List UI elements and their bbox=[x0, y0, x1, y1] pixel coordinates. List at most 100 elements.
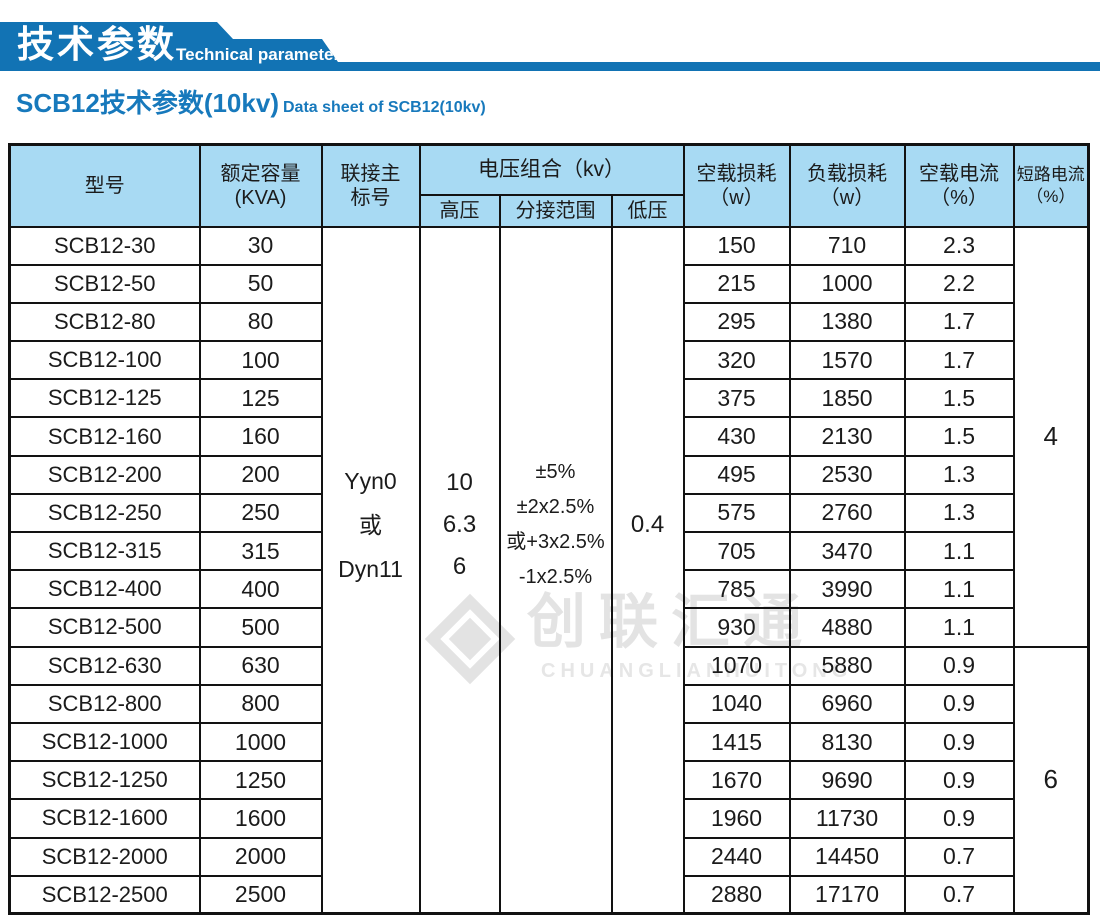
table-row: SCB12-160 160 430 2130 1.5 bbox=[8, 416, 1089, 457]
col-header-capacity: 额定容量 (KVA) bbox=[198, 143, 323, 228]
col-header-short-circuit-current: 短路电流 （%） bbox=[1012, 143, 1090, 228]
table-row: SCB12-500 500 930 4880 1.1 bbox=[8, 607, 1089, 648]
capacity-cell: 2000 bbox=[198, 836, 323, 877]
no-load-current-cell: 1.3 bbox=[903, 492, 1015, 534]
model-cell: SCB12-500 bbox=[8, 607, 201, 648]
no-load-loss-cell: 295 bbox=[682, 301, 791, 343]
load-loss-cell: 710 bbox=[788, 225, 906, 266]
model-cell: SCB12-250 bbox=[8, 492, 201, 534]
col-header-hv-label: 高压 bbox=[439, 199, 480, 222]
col-header-load-loss-line2: （w） bbox=[819, 186, 875, 209]
connection-line: 或 bbox=[359, 511, 382, 538]
capacity-cell: 100 bbox=[198, 340, 323, 381]
load-loss-cell: 1850 bbox=[788, 378, 906, 419]
model-cell: SCB12-125 bbox=[8, 378, 201, 419]
no-load-loss-cell: 930 bbox=[682, 607, 791, 648]
col-header-no-load-loss-line1: 空载损耗 bbox=[696, 162, 777, 185]
banner-subtitle: Technical parameter bbox=[176, 45, 341, 64]
no-load-loss-cell: 2880 bbox=[682, 874, 791, 915]
load-loss-cell: 1570 bbox=[788, 340, 906, 381]
no-load-current-cell: 1.7 bbox=[903, 340, 1015, 381]
col-header-capacity-line1: 额定容量 bbox=[220, 162, 301, 185]
no-load-current-cell: 2.3 bbox=[903, 225, 1015, 266]
capacity-cell: 250 bbox=[198, 492, 323, 534]
model-cell: SCB12-100 bbox=[8, 340, 201, 381]
no-load-current-cell: 1.1 bbox=[903, 607, 1015, 648]
no-load-current-cell: 0.7 bbox=[903, 874, 1015, 915]
page-subtitle: Data sheet of SCB12(10kv) bbox=[283, 99, 486, 116]
load-loss-cell: 6960 bbox=[788, 683, 906, 724]
col-header-no-load-loss-line2: （w） bbox=[709, 186, 764, 209]
col-header-short-circuit-line1: 短路电流 bbox=[1016, 164, 1085, 184]
no-load-current-cell: 1.1 bbox=[903, 530, 1015, 572]
model-cell: SCB12-200 bbox=[8, 454, 201, 495]
banner-title: 技术参数 bbox=[17, 24, 177, 65]
load-loss-cell: 2530 bbox=[788, 454, 906, 495]
table-row: SCB12-125 125 375 1850 1.5 bbox=[8, 378, 1089, 419]
no-load-loss-cell: 1070 bbox=[682, 645, 791, 686]
load-loss-cell: 11730 bbox=[788, 798, 906, 839]
no-load-current-cell: 1.7 bbox=[903, 301, 1015, 343]
spec-table: 型号 额定容量 (KVA) 联接主 标号 电压组合（kv） 空载损耗 （w） bbox=[8, 143, 1091, 916]
tap-line: -1x2.5% bbox=[518, 565, 593, 588]
col-header-connection-line2: 标号 bbox=[350, 186, 391, 209]
capacity-cell: 800 bbox=[198, 683, 323, 724]
no-load-current-cell: 0.9 bbox=[903, 798, 1015, 839]
tap-line: 或+3x2.5% bbox=[506, 530, 605, 553]
no-load-current-cell: 0.9 bbox=[903, 721, 1015, 763]
col-header-hv: 高压 bbox=[418, 193, 501, 228]
model-cell: SCB12-30 bbox=[8, 225, 201, 266]
load-loss-cell: 2130 bbox=[788, 416, 906, 457]
model-cell: SCB12-315 bbox=[8, 530, 201, 572]
table-row: SCB12-80 80 295 1380 1.7 bbox=[8, 301, 1089, 343]
no-load-loss-cell: 150 bbox=[682, 225, 791, 266]
model-cell: SCB12-800 bbox=[8, 683, 201, 724]
col-header-connection: 联接主 标号 bbox=[320, 143, 421, 228]
model-cell: SCB12-80 bbox=[8, 301, 201, 343]
short-circuit-merged-cell-group1: 4 bbox=[1012, 225, 1090, 648]
model-cell: SCB12-630 bbox=[8, 645, 201, 686]
table-row: SCB12-2000 2000 2440 14450 0.7 bbox=[8, 836, 1089, 877]
table-row: SCB12-1600 1600 1960 11730 0.9 bbox=[8, 798, 1089, 839]
capacity-cell: 160 bbox=[198, 416, 323, 457]
capacity-cell: 30 bbox=[198, 225, 323, 266]
col-header-load-loss-line1: 负载损耗 bbox=[807, 162, 888, 185]
no-load-loss-cell: 1960 bbox=[682, 798, 791, 839]
col-header-capacity-line2: (KVA) bbox=[234, 186, 287, 209]
table-row: SCB12-1000 1000 1415 8130 0.9 bbox=[8, 721, 1089, 763]
table-row: SCB12-800 800 1040 6960 0.9 bbox=[8, 683, 1089, 724]
capacity-cell: 500 bbox=[198, 607, 323, 648]
no-load-loss-cell: 2440 bbox=[682, 836, 791, 877]
hv-line: 10 bbox=[446, 468, 473, 496]
table-row: SCB12-250 250 575 2760 1.3 bbox=[8, 492, 1089, 534]
table-row: SCB12-630 630 1070 5880 0.9 6 bbox=[8, 645, 1090, 915]
col-header-load-loss: 负载损耗 （w） bbox=[788, 143, 906, 228]
tap-line: ±5% bbox=[535, 460, 576, 483]
no-load-current-cell: 1.1 bbox=[903, 569, 1015, 610]
col-header-short-circuit-line2: （%） bbox=[1026, 186, 1076, 206]
no-load-loss-cell: 215 bbox=[682, 263, 791, 304]
hv-line: 6.3 bbox=[442, 510, 477, 538]
table-row: SCB12-2500 2500 2880 17170 0.7 bbox=[8, 874, 1089, 915]
col-header-model-label: 型号 bbox=[84, 174, 125, 197]
col-header-no-load-current-line2: （%） bbox=[930, 186, 988, 209]
short-circuit-merged-cell-group2: 6 bbox=[1012, 645, 1090, 915]
no-load-current-cell: 1.5 bbox=[903, 378, 1015, 419]
hv-merged-cell: 10 6.3 6 bbox=[418, 225, 501, 915]
load-loss-cell: 1380 bbox=[788, 301, 906, 343]
table-row: SCB12-400 400 785 3990 1.1 bbox=[8, 569, 1089, 610]
load-loss-cell: 5880 bbox=[788, 645, 906, 686]
col-header-no-load-current: 空载电流 （%） bbox=[903, 143, 1015, 228]
col-header-lv-label: 低压 bbox=[627, 199, 668, 222]
tap-line: ±2x2.5% bbox=[516, 495, 595, 518]
no-load-current-cell: 0.9 bbox=[903, 683, 1015, 724]
no-load-current-cell: 0.9 bbox=[903, 645, 1015, 686]
capacity-cell: 125 bbox=[198, 378, 323, 419]
no-load-loss-cell: 430 bbox=[682, 416, 791, 457]
load-loss-cell: 2760 bbox=[788, 492, 906, 534]
col-header-voltage-group-label: 电压组合（kv） bbox=[478, 157, 626, 181]
tap-range-merged-cell: ±5% ±2x2.5% 或+3x2.5% -1x2.5% bbox=[498, 225, 613, 915]
model-cell: SCB12-160 bbox=[8, 416, 201, 457]
col-header-tap-range: 分接范围 bbox=[498, 193, 613, 228]
